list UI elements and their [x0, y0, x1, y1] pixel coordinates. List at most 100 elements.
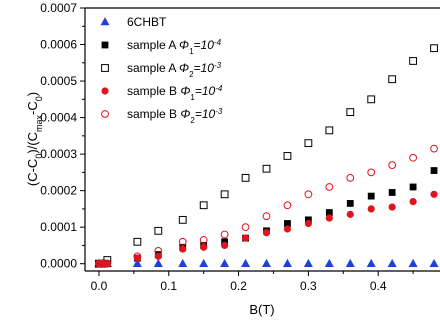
- data-point-series-3: [304, 219, 312, 228]
- data-point-series-0: [153, 258, 163, 267]
- data-point-series-4: [95, 259, 103, 268]
- legend-marker-2: [101, 64, 109, 72]
- data-point-series-3: [388, 203, 396, 211]
- legend-label-1: sample A Φ1=10-4: [127, 38, 222, 56]
- data-point-series-3: [179, 245, 187, 253]
- x-axis-label: B(T): [249, 302, 274, 317]
- data-point-series-2: [367, 95, 376, 104]
- legend: 6CHBT sample A Φ1=10-4 sample A Φ2=10-3 sam…: [100, 15, 223, 125]
- data-point-series-3: [346, 210, 354, 218]
- y-tick-label: 0.0004: [40, 111, 77, 125]
- data-point-series-0: [220, 258, 230, 267]
- data-point-series-1: [325, 209, 333, 216]
- data-point-series-4: [178, 237, 187, 246]
- data-point-series-0: [199, 258, 209, 267]
- data-point-series-2: [154, 226, 163, 235]
- data-point-series-4: [346, 173, 355, 182]
- data-point-series-0: [178, 258, 188, 267]
- data-point-series-4: [98, 259, 107, 268]
- data-point-series-4: [262, 212, 271, 221]
- data-point-series-0: [282, 258, 292, 267]
- data-point-series-2: [325, 126, 334, 135]
- data-point-series-2: [388, 75, 397, 84]
- data-point-series-0: [345, 258, 355, 267]
- legend-marker-1: [101, 41, 109, 49]
- data-point-series-0: [324, 258, 334, 267]
- data-point-series-2: [241, 173, 250, 182]
- data-point-series-2: [262, 164, 271, 173]
- y-tick-label: 0.0000: [40, 257, 77, 271]
- legend-label-4: sample B Φ2=10-3: [127, 107, 223, 125]
- data-point-series-4: [103, 259, 112, 268]
- ticks-layer: 0.00.10.20.30.40.50.00000.00010.00020.00…: [40, 1, 440, 293]
- data-point-series-2: [346, 108, 355, 117]
- data-point-series-2: [283, 152, 292, 160]
- data-point-series-0: [132, 258, 142, 267]
- data-point-series-0: [429, 258, 439, 267]
- data-point-series-4: [325, 183, 334, 191]
- data-point-series-3: [325, 214, 333, 222]
- x-tick-label: 0.4: [370, 279, 387, 293]
- data-point-series-1: [388, 189, 396, 196]
- y-axis-label: (C-C0)/(Cmax-C0): [25, 92, 44, 186]
- data-point-series-2: [409, 57, 417, 65]
- data-point-series-3: [430, 190, 438, 198]
- legend-marker-4: [101, 110, 109, 118]
- data-point-series-2: [430, 44, 438, 53]
- data-point-series-4: [199, 236, 208, 244]
- data-point-series-3: [409, 197, 417, 206]
- data-point-series-3: [241, 234, 250, 242]
- x-tick-label: 0.0: [91, 279, 108, 293]
- data-point-series-4: [283, 201, 292, 210]
- data-point-series-1: [409, 183, 417, 191]
- x-tick-label: 0.2: [230, 279, 247, 293]
- y-tick-label: 0.0001: [40, 220, 77, 234]
- data-point-series-4: [430, 144, 438, 153]
- data-point-series-3: [283, 225, 292, 233]
- data-point-series-4: [367, 168, 376, 177]
- data-point-series-4: [133, 252, 142, 261]
- data-point-series-3: [154, 252, 162, 260]
- data-point-series-2: [304, 139, 313, 148]
- y-tick-label: 0.0006: [40, 38, 77, 52]
- data-point-series-1: [304, 216, 312, 224]
- data-point-series-0: [241, 258, 251, 267]
- y-tick-label: 0.0003: [40, 147, 77, 161]
- legend-marker-0: [100, 17, 110, 26]
- data-point-series-1: [430, 167, 438, 174]
- y-tick-label: 0.0007: [40, 1, 77, 15]
- data-point-series-3: [367, 205, 375, 213]
- points-layer: [94, 44, 439, 268]
- y-tick-label: 0.0002: [40, 184, 77, 198]
- data-point-series-2: [178, 215, 187, 224]
- data-point-series-4: [220, 230, 229, 239]
- data-point-series-1: [367, 192, 375, 200]
- data-point-series-0: [303, 258, 313, 267]
- legend-label-2: sample A Φ2=10-3: [127, 61, 222, 79]
- data-point-series-3: [221, 241, 229, 250]
- y-tick-label: 0.0005: [40, 74, 77, 88]
- data-point-series-4: [304, 190, 313, 199]
- data-point-series-3: [133, 254, 141, 262]
- data-point-series-2: [220, 190, 229, 199]
- x-tick-label: 0.3: [300, 279, 317, 293]
- data-point-series-0: [261, 258, 272, 267]
- data-point-series-3: [262, 229, 271, 237]
- data-point-series-2: [133, 237, 142, 246]
- data-point-series-4: [154, 247, 163, 255]
- x-tick-label: 0.1: [160, 279, 177, 293]
- data-point-series-2: [199, 201, 208, 210]
- legend-marker-3: [101, 87, 109, 95]
- data-point-series-4: [241, 223, 250, 232]
- data-point-series-4: [409, 153, 417, 162]
- data-point-series-4: [388, 161, 397, 169]
- data-point-series-1: [284, 220, 291, 227]
- data-point-series-0: [366, 258, 376, 267]
- data-point-series-0: [408, 258, 418, 267]
- legend-label-0: 6CHBT: [127, 15, 167, 29]
- data-point-series-0: [387, 258, 397, 267]
- data-point-series-3: [200, 243, 208, 251]
- data-point-series-1: [221, 238, 229, 246]
- legend-label-3: sample B Φ1=10-4: [127, 84, 223, 102]
